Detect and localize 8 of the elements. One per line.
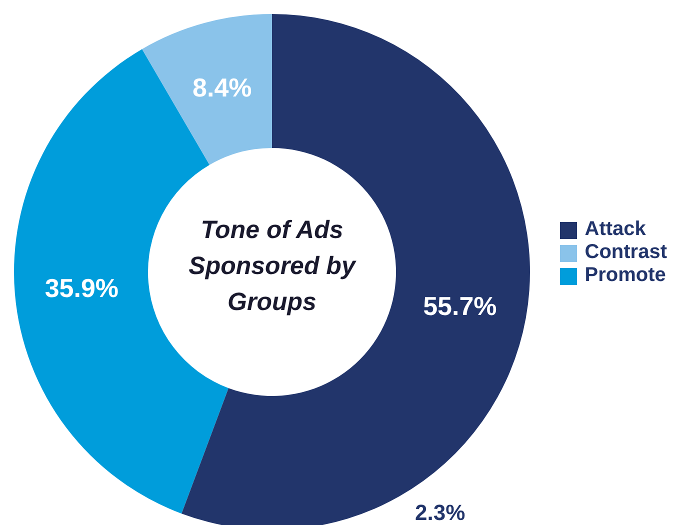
text: Tone of Ads Sponsored by Groups — [188, 215, 358, 318]
legend-label: Contrast — [584, 241, 667, 263]
data-label: 55.7% — [423, 291, 497, 322]
data-label: 35.9% — [44, 273, 119, 304]
legend-label: Attack — [584, 218, 646, 240]
data-label: 8.4% — [192, 72, 252, 103]
text: 2.3% — [415, 500, 466, 525]
legend-label: Promote — [584, 264, 666, 286]
